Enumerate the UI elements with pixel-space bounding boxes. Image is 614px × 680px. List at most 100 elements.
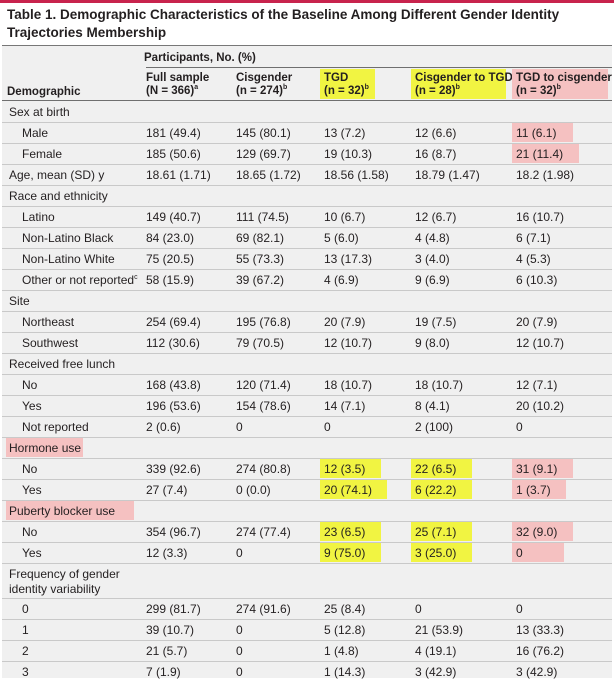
cell-cis-to-tgd: 0: [415, 602, 422, 616]
row-label: Sex at birth: [9, 105, 70, 119]
row-divider: [2, 227, 612, 228]
cell-full-sample: 112 (30.6): [146, 336, 200, 350]
row-divider: [2, 206, 612, 207]
cell-tgd: 18.56 (1.58): [324, 168, 389, 182]
cell-cisgender: 79 (70.5): [236, 336, 285, 350]
table-title-line1: Table 1. Demographic Characteristics of …: [7, 7, 560, 22]
header-tgd: TGD (n = 32)b: [324, 72, 369, 97]
cell-tgd-to-cis: 20 (7.9): [516, 315, 558, 329]
table-title: Table 1. Demographic Characteristics of …: [7, 6, 607, 42]
row-divider: [2, 269, 612, 270]
cell-highlight: [512, 123, 573, 142]
cell-full-sample: 39 (10.7): [146, 623, 195, 637]
row-divider: [2, 395, 612, 396]
cell-tgd: 13 (17.3): [324, 252, 373, 266]
row-label: Non-Latino Black: [22, 231, 114, 245]
row-divider: [2, 353, 612, 354]
row-divider: [2, 374, 612, 375]
cell-tgd-to-cis: 16 (10.7): [516, 210, 565, 224]
cell-tgd-to-cis: 20 (10.2): [516, 399, 565, 413]
header-full-sample: Full sample (N = 366)a: [146, 72, 210, 97]
cell-highlight: [320, 522, 381, 541]
participants-header: Participants, No. (%): [144, 52, 256, 64]
cell-tgd: 5 (6.0): [324, 231, 359, 245]
cell-tgd: 12 (3.5): [324, 462, 366, 476]
cell-full-sample: 12 (3.3): [146, 546, 188, 560]
row-divider: [2, 164, 612, 165]
cell-highlight: [411, 480, 472, 499]
row-label: 3: [22, 665, 29, 679]
cell-full-sample: 149 (40.7): [146, 210, 201, 224]
cell-highlight: [320, 459, 381, 478]
cell-highlight: [411, 543, 472, 562]
cell-cis-to-tgd: 21 (53.9): [415, 623, 464, 637]
top-accent-bar: [0, 0, 614, 3]
cell-tgd-to-cis: 3 (42.9): [516, 665, 558, 679]
cell-cis-to-tgd: 19 (7.5): [415, 315, 457, 329]
cell-tgd-to-cis: 32 (9.0): [516, 525, 558, 539]
cell-cis-to-tgd: 9 (6.9): [415, 273, 450, 287]
cell-tgd: 4 (6.9): [324, 273, 359, 287]
cell-full-sample: 181 (49.4): [146, 126, 201, 140]
cell-tgd: 23 (6.5): [324, 525, 366, 539]
cell-tgd-to-cis: 11 (6.1): [516, 126, 557, 140]
row-divider: [2, 290, 612, 291]
cell-tgd-to-cis: 6 (10.3): [516, 273, 558, 287]
cell-cis-to-tgd: 9 (8.0): [415, 336, 450, 350]
label-highlight: [6, 501, 134, 520]
row-divider: [2, 521, 612, 522]
cell-cisgender: 274 (77.4): [236, 525, 291, 539]
cell-cis-to-tgd: 22 (6.5): [415, 462, 457, 476]
cell-cis-to-tgd: 3 (4.0): [415, 252, 450, 266]
cell-cisgender: 145 (80.1): [236, 126, 291, 140]
row-label: Other or not reportedc: [22, 273, 138, 287]
cell-tgd: 9 (75.0): [324, 546, 366, 560]
row-divider: [2, 185, 612, 186]
header-cis-to-tgd: Cisgender to TGD (n = 28)b: [415, 72, 513, 97]
cell-tgd: 19 (10.3): [324, 147, 373, 161]
cell-full-sample: 27 (7.4): [146, 483, 188, 497]
cell-cisgender: 274 (91.6): [236, 602, 291, 616]
row-label: 0: [22, 602, 29, 616]
cell-cisgender: 0: [236, 546, 243, 560]
cell-tgd-to-cis: 0: [516, 546, 523, 560]
row-divider: [2, 479, 612, 480]
cell-cis-to-tgd: 8 (4.1): [415, 399, 450, 413]
row-divider: [2, 640, 612, 641]
row-divider: [2, 619, 612, 620]
row-divider: [2, 416, 612, 417]
cell-tgd: 20 (74.1): [324, 483, 373, 497]
row-divider: [2, 458, 612, 459]
cell-highlight: [512, 459, 573, 478]
cell-full-sample: 2 (0.6): [146, 420, 181, 434]
cell-full-sample: 196 (53.6): [146, 399, 201, 413]
cell-tgd-to-cis: 16 (76.2): [516, 644, 565, 658]
row-label: Male: [22, 126, 49, 140]
row-label: Yes: [22, 483, 42, 497]
cell-cisgender: 0 (0.0): [236, 483, 271, 497]
header-tgd-to-cis: TGD to cisgender (n = 32)b: [516, 72, 612, 97]
cell-tgd-to-cis: 18.2 (1.98): [516, 168, 575, 182]
cell-cisgender: 39 (67.2): [236, 273, 285, 287]
cell-full-sample: 254 (69.4): [146, 315, 201, 329]
cell-cis-to-tgd: 18.79 (1.47): [415, 168, 480, 182]
row-divider: [2, 598, 612, 599]
cell-tgd: 0: [324, 420, 331, 434]
cell-cisgender: 55 (73.3): [236, 252, 285, 266]
cell-cisgender: 18.65 (1.72): [236, 168, 301, 182]
cell-full-sample: 21 (5.7): [146, 644, 188, 658]
row-divider: [2, 311, 612, 312]
row-divider: [2, 143, 612, 144]
cell-highlight: [512, 480, 567, 499]
cell-highlight: [512, 522, 573, 541]
row-label: 1: [22, 623, 29, 637]
row-label: Race and ethnicity: [9, 189, 108, 203]
cell-tgd-to-cis: 6 (7.1): [516, 231, 551, 245]
cell-highlight: [320, 480, 388, 499]
row-label: 2: [22, 644, 29, 658]
cell-cisgender: 69 (82.1): [236, 231, 285, 245]
row-label: Latino: [22, 210, 55, 224]
cell-tgd: 14 (7.1): [324, 399, 366, 413]
cell-tgd: 18 (10.7): [324, 378, 373, 392]
cell-cisgender: 129 (69.7): [236, 147, 291, 161]
